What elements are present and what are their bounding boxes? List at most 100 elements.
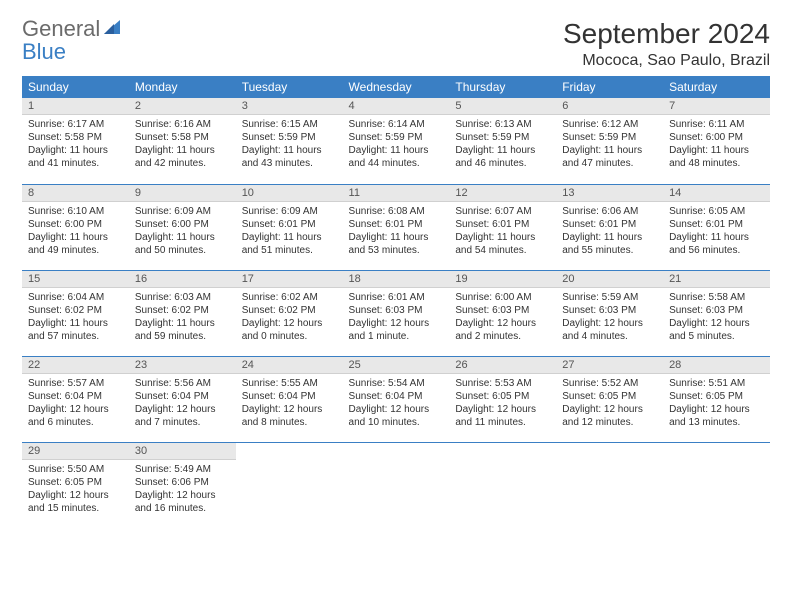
logo-sail-icon bbox=[102, 18, 124, 41]
calendar-row: 15Sunrise: 6:04 AMSunset: 6:02 PMDayligh… bbox=[22, 270, 770, 356]
day-details: Sunrise: 6:16 AMSunset: 5:58 PMDaylight:… bbox=[129, 115, 236, 174]
calendar-cell: 26Sunrise: 5:53 AMSunset: 6:05 PMDayligh… bbox=[449, 356, 556, 442]
calendar-cell: 21Sunrise: 5:58 AMSunset: 6:03 PMDayligh… bbox=[663, 270, 770, 356]
day-header: Monday bbox=[129, 76, 236, 98]
title-block: September 2024 Mococa, Sao Paulo, Brazil bbox=[563, 18, 770, 70]
day-number: 9 bbox=[129, 185, 236, 202]
day-details: Sunrise: 6:09 AMSunset: 6:00 PMDaylight:… bbox=[129, 202, 236, 261]
day-details: Sunrise: 5:57 AMSunset: 6:04 PMDaylight:… bbox=[22, 374, 129, 433]
calendar-cell: 13Sunrise: 6:06 AMSunset: 6:01 PMDayligh… bbox=[556, 184, 663, 270]
calendar-cell: 6Sunrise: 6:12 AMSunset: 5:59 PMDaylight… bbox=[556, 98, 663, 184]
day-details: Sunrise: 5:51 AMSunset: 6:05 PMDaylight:… bbox=[663, 374, 770, 433]
calendar-cell: 24Sunrise: 5:55 AMSunset: 6:04 PMDayligh… bbox=[236, 356, 343, 442]
calendar-cell: 16Sunrise: 6:03 AMSunset: 6:02 PMDayligh… bbox=[129, 270, 236, 356]
day-details: Sunrise: 6:08 AMSunset: 6:01 PMDaylight:… bbox=[343, 202, 450, 261]
day-number: 26 bbox=[449, 357, 556, 374]
calendar-cell: 23Sunrise: 5:56 AMSunset: 6:04 PMDayligh… bbox=[129, 356, 236, 442]
calendar-cell: 30Sunrise: 5:49 AMSunset: 6:06 PMDayligh… bbox=[129, 442, 236, 528]
day-header: Friday bbox=[556, 76, 663, 98]
day-number: 2 bbox=[129, 98, 236, 115]
calendar-cell-empty bbox=[663, 442, 770, 528]
day-details: Sunrise: 5:52 AMSunset: 6:05 PMDaylight:… bbox=[556, 374, 663, 433]
day-number: 27 bbox=[556, 357, 663, 374]
day-header-row: Sunday Monday Tuesday Wednesday Thursday… bbox=[22, 76, 770, 98]
day-number: 28 bbox=[663, 357, 770, 374]
calendar-cell: 7Sunrise: 6:11 AMSunset: 6:00 PMDaylight… bbox=[663, 98, 770, 184]
day-number: 3 bbox=[236, 98, 343, 115]
calendar-cell: 17Sunrise: 6:02 AMSunset: 6:02 PMDayligh… bbox=[236, 270, 343, 356]
day-details: Sunrise: 5:56 AMSunset: 6:04 PMDaylight:… bbox=[129, 374, 236, 433]
day-number: 7 bbox=[663, 98, 770, 115]
day-number: 24 bbox=[236, 357, 343, 374]
day-number: 17 bbox=[236, 271, 343, 288]
day-number: 14 bbox=[663, 185, 770, 202]
day-details: Sunrise: 6:17 AMSunset: 5:58 PMDaylight:… bbox=[22, 115, 129, 174]
day-details: Sunrise: 6:10 AMSunset: 6:00 PMDaylight:… bbox=[22, 202, 129, 261]
day-number: 6 bbox=[556, 98, 663, 115]
calendar-row: 8Sunrise: 6:10 AMSunset: 6:00 PMDaylight… bbox=[22, 184, 770, 270]
calendar-cell: 2Sunrise: 6:16 AMSunset: 5:58 PMDaylight… bbox=[129, 98, 236, 184]
calendar-cell: 22Sunrise: 5:57 AMSunset: 6:04 PMDayligh… bbox=[22, 356, 129, 442]
day-details: Sunrise: 5:53 AMSunset: 6:05 PMDaylight:… bbox=[449, 374, 556, 433]
day-details: Sunrise: 5:49 AMSunset: 6:06 PMDaylight:… bbox=[129, 460, 236, 519]
calendar-cell: 3Sunrise: 6:15 AMSunset: 5:59 PMDaylight… bbox=[236, 98, 343, 184]
day-details: Sunrise: 6:04 AMSunset: 6:02 PMDaylight:… bbox=[22, 288, 129, 347]
day-number: 12 bbox=[449, 185, 556, 202]
day-number: 30 bbox=[129, 443, 236, 460]
day-details: Sunrise: 5:59 AMSunset: 6:03 PMDaylight:… bbox=[556, 288, 663, 347]
day-details: Sunrise: 6:15 AMSunset: 5:59 PMDaylight:… bbox=[236, 115, 343, 174]
day-header: Wednesday bbox=[343, 76, 450, 98]
day-details: Sunrise: 5:54 AMSunset: 6:04 PMDaylight:… bbox=[343, 374, 450, 433]
day-number: 15 bbox=[22, 271, 129, 288]
day-number: 13 bbox=[556, 185, 663, 202]
calendar-cell: 12Sunrise: 6:07 AMSunset: 6:01 PMDayligh… bbox=[449, 184, 556, 270]
day-header: Saturday bbox=[663, 76, 770, 98]
day-details: Sunrise: 6:11 AMSunset: 6:00 PMDaylight:… bbox=[663, 115, 770, 174]
calendar-cell: 14Sunrise: 6:05 AMSunset: 6:01 PMDayligh… bbox=[663, 184, 770, 270]
logo-word-blue: Blue bbox=[22, 39, 66, 64]
calendar-cell-empty bbox=[236, 442, 343, 528]
day-details: Sunrise: 6:07 AMSunset: 6:01 PMDaylight:… bbox=[449, 202, 556, 261]
calendar-cell: 29Sunrise: 5:50 AMSunset: 6:05 PMDayligh… bbox=[22, 442, 129, 528]
day-details: Sunrise: 6:02 AMSunset: 6:02 PMDaylight:… bbox=[236, 288, 343, 347]
calendar-table: Sunday Monday Tuesday Wednesday Thursday… bbox=[22, 76, 770, 528]
day-number: 29 bbox=[22, 443, 129, 460]
day-number: 25 bbox=[343, 357, 450, 374]
day-number: 19 bbox=[449, 271, 556, 288]
calendar-cell: 1Sunrise: 6:17 AMSunset: 5:58 PMDaylight… bbox=[22, 98, 129, 184]
day-details: Sunrise: 6:09 AMSunset: 6:01 PMDaylight:… bbox=[236, 202, 343, 261]
day-number: 10 bbox=[236, 185, 343, 202]
day-number: 5 bbox=[449, 98, 556, 115]
calendar-cell: 10Sunrise: 6:09 AMSunset: 6:01 PMDayligh… bbox=[236, 184, 343, 270]
day-details: Sunrise: 6:14 AMSunset: 5:59 PMDaylight:… bbox=[343, 115, 450, 174]
day-number: 1 bbox=[22, 98, 129, 115]
day-details: Sunrise: 6:01 AMSunset: 6:03 PMDaylight:… bbox=[343, 288, 450, 347]
day-number: 8 bbox=[22, 185, 129, 202]
calendar-cell: 19Sunrise: 6:00 AMSunset: 6:03 PMDayligh… bbox=[449, 270, 556, 356]
location-text: Mococa, Sao Paulo, Brazil bbox=[563, 52, 770, 70]
calendar-cell-empty bbox=[449, 442, 556, 528]
logo: General Blue bbox=[22, 18, 124, 64]
calendar-cell: 5Sunrise: 6:13 AMSunset: 5:59 PMDaylight… bbox=[449, 98, 556, 184]
day-number: 16 bbox=[129, 271, 236, 288]
day-details: Sunrise: 5:50 AMSunset: 6:05 PMDaylight:… bbox=[22, 460, 129, 519]
day-number: 22 bbox=[22, 357, 129, 374]
day-details: Sunrise: 6:06 AMSunset: 6:01 PMDaylight:… bbox=[556, 202, 663, 261]
calendar-cell: 9Sunrise: 6:09 AMSunset: 6:00 PMDaylight… bbox=[129, 184, 236, 270]
calendar-cell: 11Sunrise: 6:08 AMSunset: 6:01 PMDayligh… bbox=[343, 184, 450, 270]
day-details: Sunrise: 6:03 AMSunset: 6:02 PMDaylight:… bbox=[129, 288, 236, 347]
calendar-cell: 25Sunrise: 5:54 AMSunset: 6:04 PMDayligh… bbox=[343, 356, 450, 442]
day-details: Sunrise: 6:13 AMSunset: 5:59 PMDaylight:… bbox=[449, 115, 556, 174]
calendar-cell: 20Sunrise: 5:59 AMSunset: 6:03 PMDayligh… bbox=[556, 270, 663, 356]
day-number: 4 bbox=[343, 98, 450, 115]
day-header: Sunday bbox=[22, 76, 129, 98]
calendar-cell-empty bbox=[556, 442, 663, 528]
calendar-cell: 15Sunrise: 6:04 AMSunset: 6:02 PMDayligh… bbox=[22, 270, 129, 356]
calendar-cell: 8Sunrise: 6:10 AMSunset: 6:00 PMDaylight… bbox=[22, 184, 129, 270]
calendar-cell: 27Sunrise: 5:52 AMSunset: 6:05 PMDayligh… bbox=[556, 356, 663, 442]
day-number: 21 bbox=[663, 271, 770, 288]
calendar-row: 29Sunrise: 5:50 AMSunset: 6:05 PMDayligh… bbox=[22, 442, 770, 528]
logo-word-general: General bbox=[22, 16, 100, 41]
header-row: General Blue September 2024 Mococa, Sao … bbox=[22, 18, 770, 70]
day-details: Sunrise: 5:58 AMSunset: 6:03 PMDaylight:… bbox=[663, 288, 770, 347]
